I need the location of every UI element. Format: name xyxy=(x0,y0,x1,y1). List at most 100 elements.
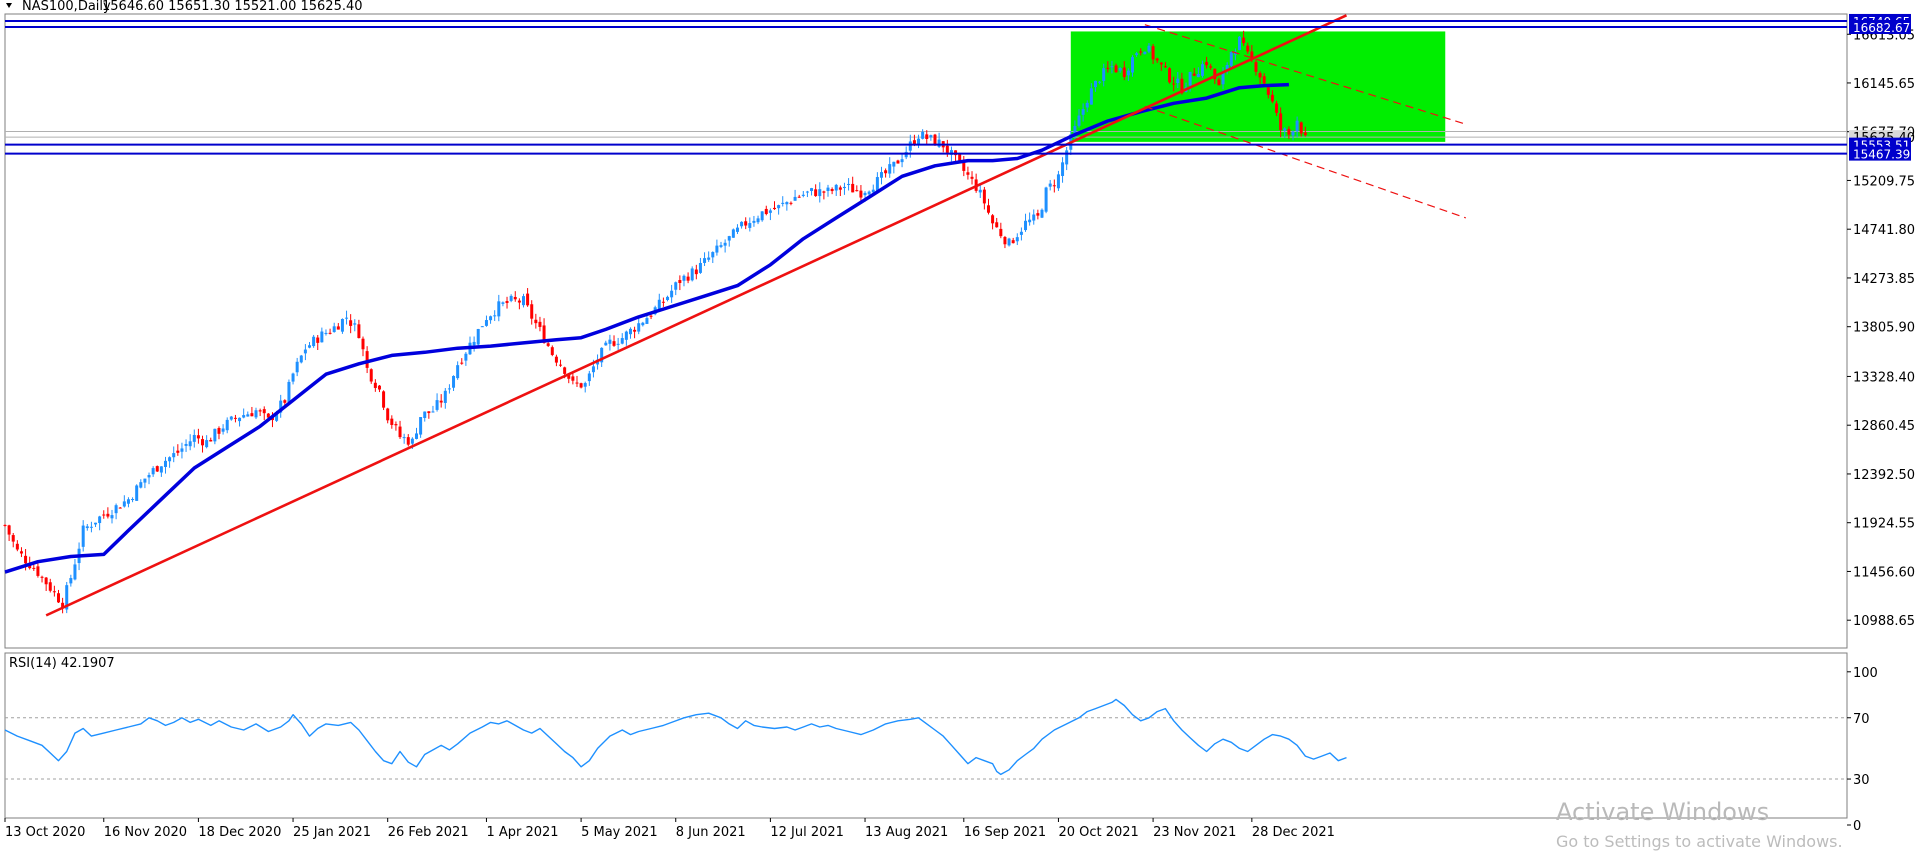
candle xyxy=(900,153,904,168)
candle-body xyxy=(480,326,484,328)
candle-body xyxy=(641,322,645,326)
candle-body xyxy=(15,543,19,550)
candle-body xyxy=(65,585,69,610)
candle xyxy=(805,190,809,198)
candle-body xyxy=(135,485,139,501)
candle-body xyxy=(443,390,447,403)
moving-average-line[interactable] xyxy=(4,82,1289,574)
candle xyxy=(110,509,114,524)
candle xyxy=(670,284,674,303)
candle xyxy=(52,585,56,597)
candle xyxy=(435,393,439,412)
candle xyxy=(209,437,213,442)
candle xyxy=(620,333,624,345)
candle-body xyxy=(213,428,217,442)
candle xyxy=(764,205,768,216)
candle xyxy=(1221,67,1225,90)
main-price-pane[interactable] xyxy=(3,13,1848,649)
candle-body xyxy=(229,416,233,420)
candle-body xyxy=(122,501,126,507)
candle xyxy=(151,466,155,477)
candle-body xyxy=(649,315,653,317)
candle xyxy=(324,329,328,336)
candle xyxy=(822,190,826,200)
candle-body xyxy=(575,382,579,384)
date-tick-label: 16 Sep 2021 xyxy=(964,825,1046,840)
candle-body xyxy=(781,202,785,204)
candle-body xyxy=(1032,214,1036,221)
candle-body xyxy=(1048,183,1052,187)
candle-body xyxy=(151,468,155,475)
candle-body xyxy=(419,417,423,435)
candle-body xyxy=(1015,237,1019,242)
channel-upper-line[interactable] xyxy=(1144,24,1467,125)
candle xyxy=(703,252,707,267)
candle xyxy=(493,310,497,321)
candle-body xyxy=(1192,73,1196,76)
candle-body xyxy=(126,499,130,504)
candle-body xyxy=(1258,73,1262,78)
candle xyxy=(316,335,320,351)
candle-body xyxy=(73,564,77,580)
candle xyxy=(390,415,394,429)
date-tick-label: 18 Dec 2020 xyxy=(198,825,281,840)
candle xyxy=(797,194,801,198)
horizontal-levels[interactable] xyxy=(5,19,1847,155)
candle-body xyxy=(1147,45,1151,52)
price-tick-label: 10988.65 xyxy=(1853,614,1915,629)
candle xyxy=(308,342,312,349)
candle xyxy=(884,168,888,178)
candle xyxy=(637,317,641,335)
candle xyxy=(460,358,464,365)
candle-body xyxy=(1275,103,1279,113)
candle xyxy=(773,201,777,210)
candle xyxy=(1217,77,1221,86)
candle-body xyxy=(3,524,7,526)
candle-body xyxy=(591,366,595,373)
candle-body xyxy=(209,439,213,442)
candle-body xyxy=(999,228,1003,237)
candle-body xyxy=(336,326,340,330)
candle xyxy=(1126,68,1130,81)
rsi-tick-label: 100 xyxy=(1853,666,1878,681)
trendline[interactable] xyxy=(45,14,1348,617)
candle-body xyxy=(1135,53,1139,55)
main-pane-border xyxy=(4,13,1848,649)
rsi-tick-label: 70 xyxy=(1853,712,1870,727)
candle-body xyxy=(834,184,838,191)
candle-body xyxy=(929,135,933,138)
candle-body xyxy=(546,343,550,346)
rsi-pane[interactable]: RSI(14) 42.1907 xyxy=(4,652,1848,819)
dropdown-arrow-icon[interactable] xyxy=(6,3,12,8)
candle-body xyxy=(678,280,682,284)
candle-body xyxy=(921,131,925,139)
candle-body xyxy=(295,361,299,373)
candle-body xyxy=(567,373,571,379)
candle xyxy=(690,266,694,282)
candle xyxy=(394,421,398,431)
candle xyxy=(377,384,381,393)
candle-body xyxy=(415,433,418,439)
candle xyxy=(476,328,480,346)
candle-body xyxy=(1118,68,1122,71)
candle xyxy=(73,559,77,581)
channel-lower-line[interactable] xyxy=(1144,105,1467,219)
candle-body xyxy=(262,409,266,414)
candle xyxy=(287,379,291,405)
candle xyxy=(1032,209,1036,225)
candle xyxy=(744,217,748,230)
candle-body xyxy=(1040,209,1044,218)
candle-body xyxy=(201,439,205,446)
candle-body xyxy=(962,162,966,171)
price-tick-label: 11924.55 xyxy=(1853,517,1915,532)
ohlc-label: 15646.60 15651.30 15521.00 15625.40 xyxy=(102,0,363,14)
candle xyxy=(826,184,830,197)
candle-body xyxy=(493,315,497,317)
candle xyxy=(484,315,488,327)
candle xyxy=(258,408,262,417)
rsi-line[interactable] xyxy=(4,698,1347,776)
candle-body xyxy=(888,164,892,174)
candle-body xyxy=(1011,240,1015,244)
candle-body xyxy=(382,391,386,408)
